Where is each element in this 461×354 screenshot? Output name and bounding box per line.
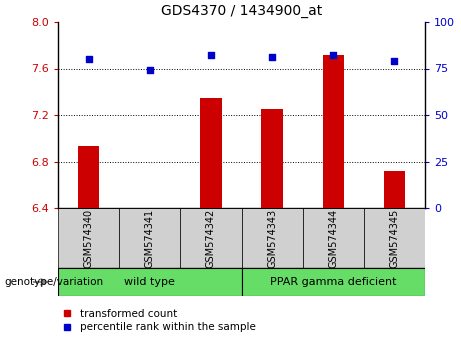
Text: GSM574345: GSM574345 <box>390 209 399 268</box>
Bar <box>384 171 405 208</box>
Point <box>268 55 276 60</box>
Bar <box>242 208 303 268</box>
Text: GSM574343: GSM574343 <box>267 209 277 268</box>
Bar <box>119 208 180 268</box>
Text: genotype/variation: genotype/variation <box>5 277 104 287</box>
Text: GSM574341: GSM574341 <box>145 209 155 268</box>
Point <box>391 58 398 64</box>
Text: wild type: wild type <box>124 277 175 287</box>
Bar <box>200 98 222 208</box>
Bar <box>303 208 364 268</box>
Point <box>85 56 92 62</box>
Bar <box>78 147 99 208</box>
Bar <box>242 268 425 296</box>
Bar <box>180 208 242 268</box>
Text: GSM574342: GSM574342 <box>206 209 216 268</box>
Point <box>207 53 215 58</box>
Point <box>146 68 154 73</box>
Point <box>330 53 337 58</box>
Text: PPAR gamma deficient: PPAR gamma deficient <box>270 277 396 287</box>
Bar <box>323 55 344 208</box>
Title: GDS4370 / 1434900_at: GDS4370 / 1434900_at <box>161 4 322 18</box>
Bar <box>58 268 242 296</box>
Bar <box>364 208 425 268</box>
Legend: transformed count, percentile rank within the sample: transformed count, percentile rank withi… <box>63 309 256 332</box>
Text: GSM574344: GSM574344 <box>328 209 338 268</box>
Bar <box>58 208 119 268</box>
Bar <box>261 109 283 208</box>
Text: GSM574340: GSM574340 <box>83 209 94 268</box>
